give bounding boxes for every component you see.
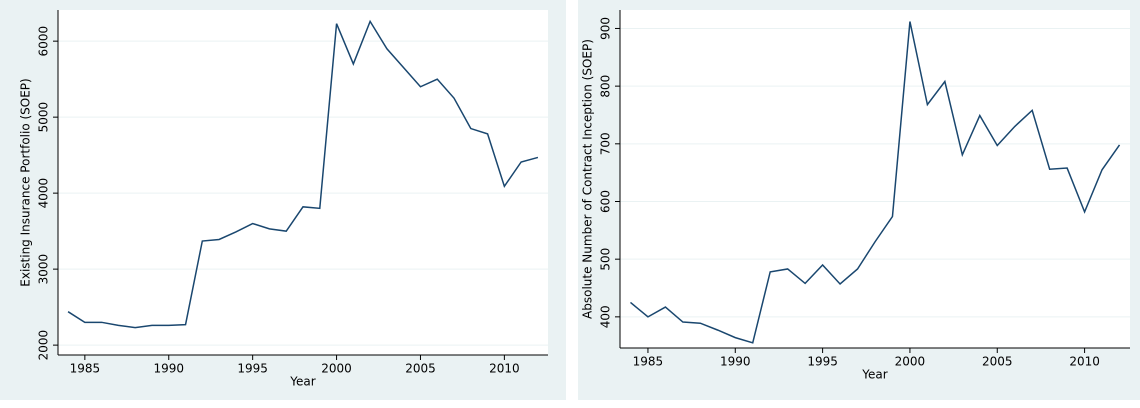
x-tick-label: 2010 <box>1069 355 1100 369</box>
y-tick-label: 600 <box>599 190 613 213</box>
plot-area <box>58 10 548 355</box>
y-axis-label: Existing Insurance Portfolio (SOEP) <box>19 78 33 286</box>
x-tick-label: 1990 <box>720 355 751 369</box>
y-tick-label: 900 <box>599 17 613 40</box>
y-axis-label: Absolute Number of Contract Inception (S… <box>581 39 595 319</box>
x-tick-label: 2000 <box>895 355 926 369</box>
x-tick-label: 2010 <box>489 362 520 376</box>
x-tick-label: 2005 <box>982 355 1013 369</box>
x-tick-label: 1985 <box>633 355 664 369</box>
y-tick-label: 800 <box>599 75 613 98</box>
y-tick-label: 3000 <box>37 254 51 285</box>
y-tick-label: 500 <box>599 248 613 271</box>
data-line <box>67 19 539 329</box>
y-tick-label: 4000 <box>37 178 51 209</box>
plot-area <box>620 10 1130 348</box>
x-tick-label: 2005 <box>405 362 436 376</box>
x-tick-label: 1995 <box>807 355 838 369</box>
x-tick-label: 1995 <box>237 362 268 376</box>
x-axis-label: Year <box>289 375 315 389</box>
x-axis-label: Year <box>861 368 887 382</box>
x-tick-label: 1990 <box>153 362 184 376</box>
y-tick-label: 5000 <box>37 102 51 133</box>
y-tick-label: 2000 <box>37 330 51 361</box>
data-line <box>630 21 1121 344</box>
y-tick-label: 700 <box>599 132 613 155</box>
x-tick-label: 1985 <box>70 362 101 376</box>
y-tick-label: 6000 <box>37 26 51 57</box>
x-tick-label: 2000 <box>321 362 352 376</box>
y-tick-label: 400 <box>599 305 613 328</box>
